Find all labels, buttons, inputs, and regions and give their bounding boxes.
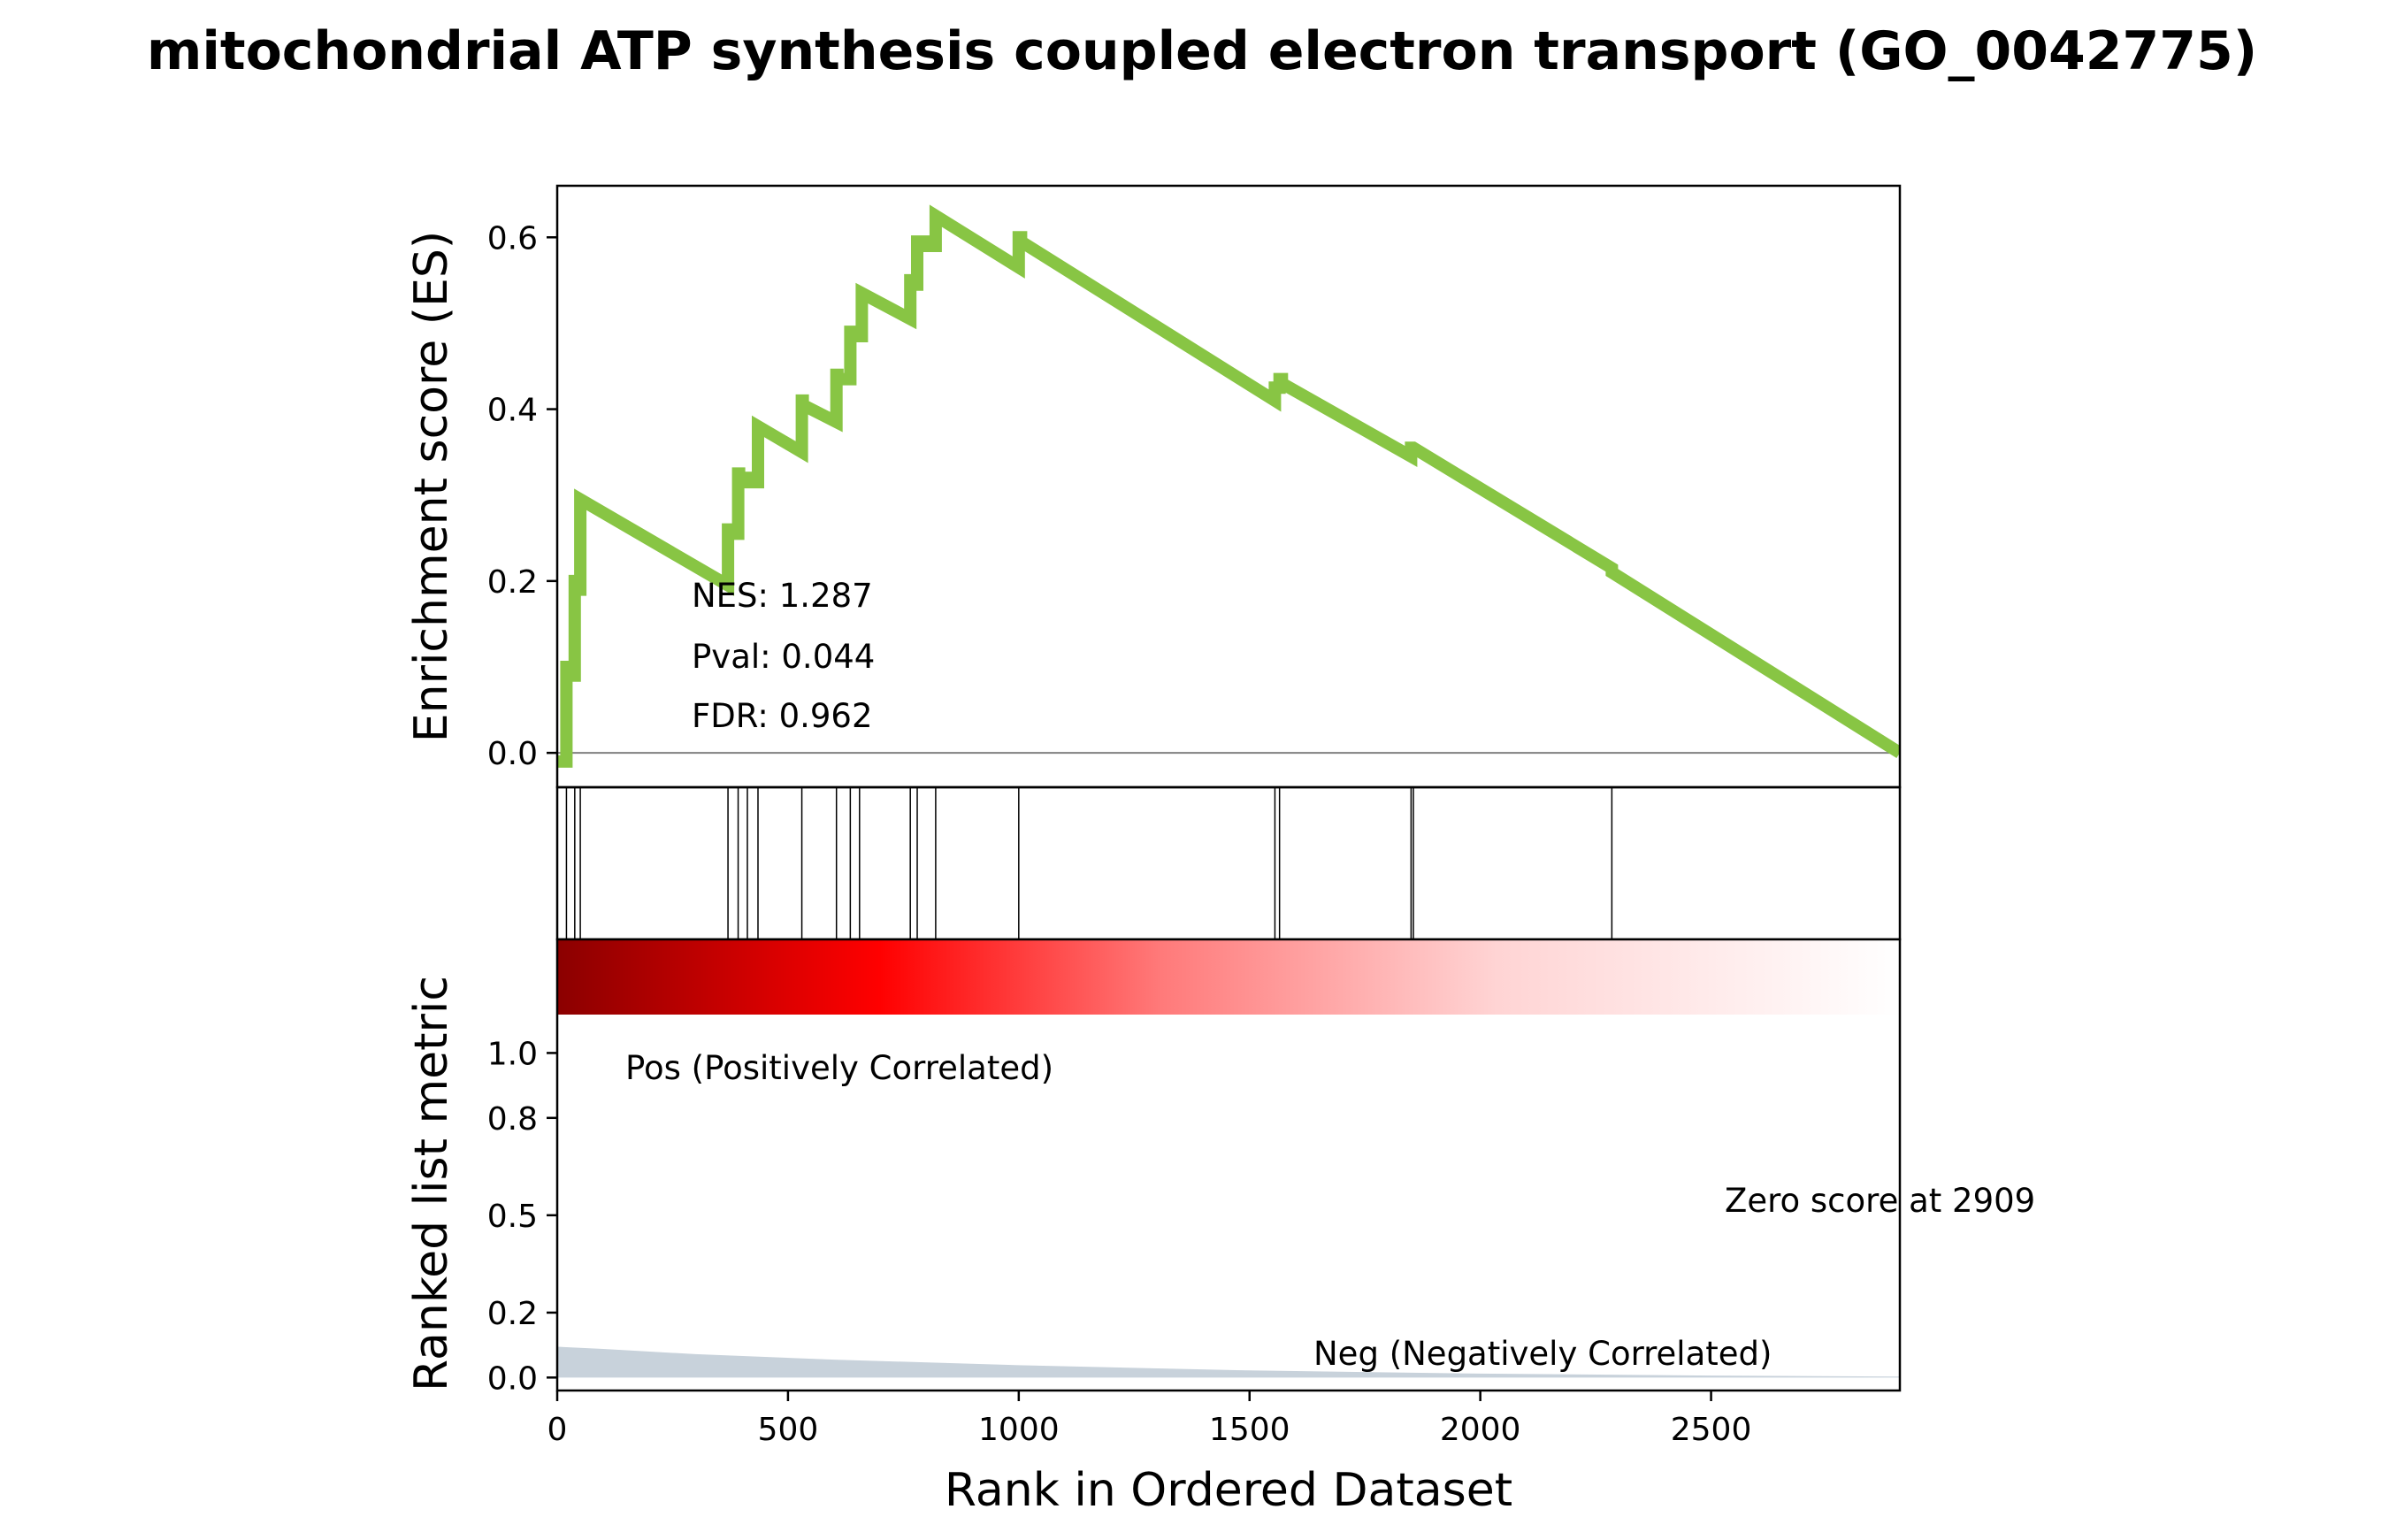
metric-y-tick-label: 1.0 bbox=[487, 1036, 538, 1072]
es-y-ticks: 0.0 0.2 0.4 0.6 bbox=[487, 220, 557, 772]
x-axis-label: Rank in Ordered Dataset bbox=[945, 1464, 1512, 1517]
nes-stat: NES: 1.287 bbox=[692, 577, 873, 615]
x-tick-label: 1500 bbox=[1209, 1412, 1290, 1448]
metric-y-tick-label: 0.5 bbox=[487, 1199, 538, 1235]
x-tick-label: 2000 bbox=[1440, 1412, 1521, 1448]
fdr-stat: FDR: 0.962 bbox=[692, 697, 873, 735]
chart-title: mitochondrial ATP synthesis coupled elec… bbox=[147, 20, 2257, 82]
pval-stat: Pval: 0.044 bbox=[692, 638, 875, 676]
es-y-tick-label: 0.2 bbox=[487, 564, 538, 601]
x-tick-label: 1000 bbox=[978, 1412, 1060, 1448]
es-y-tick-label: 0.0 bbox=[487, 736, 538, 772]
neg-label: Neg (Negatively Correlated) bbox=[1313, 1335, 1772, 1373]
hit-lines bbox=[565, 787, 1613, 939]
es-y-axis-label: Enrichment score (ES) bbox=[405, 231, 458, 742]
es-panel: 0.0 0.2 0.4 0.6 NES: 1.287 Pval: 0.044 FDR:… bbox=[405, 184, 1902, 789]
metric-y-tick-label: 0.2 bbox=[487, 1296, 538, 1332]
metric-y-ticks: 0.0 0.2 0.5 0.8 1.0 bbox=[487, 1036, 557, 1397]
x-tick-label: 0 bbox=[547, 1412, 568, 1448]
metric-y-tick-label: 0.8 bbox=[487, 1101, 538, 1138]
pos-label: Pos (Positively Correlated) bbox=[625, 1049, 1053, 1087]
rank-gradient-bar bbox=[557, 939, 1900, 1015]
metric-panel-frame bbox=[555, 938, 1902, 1392]
x-axis-ticks: 0 500 1000 1500 2000 2500 bbox=[547, 1391, 1752, 1448]
es-curve bbox=[557, 204, 1900, 768]
metric-area bbox=[557, 1346, 1900, 1378]
metric-y-axis-label: Ranked list metric bbox=[405, 976, 458, 1391]
hits-panel bbox=[555, 785, 1902, 941]
metric-panel: 0.0 0.2 0.5 0.8 1.0 0 500 1000 1500 2000 2500 Pos… bbox=[405, 938, 2035, 1517]
metric-y-tick-label: 0.0 bbox=[487, 1360, 538, 1397]
x-tick-label: 2500 bbox=[1671, 1412, 1752, 1448]
es-y-tick-label: 0.4 bbox=[487, 393, 538, 429]
x-tick-label: 500 bbox=[758, 1412, 819, 1448]
es-y-tick-label: 0.6 bbox=[487, 220, 538, 257]
zero-score-label: Zero score at 2909 bbox=[1725, 1182, 2035, 1220]
